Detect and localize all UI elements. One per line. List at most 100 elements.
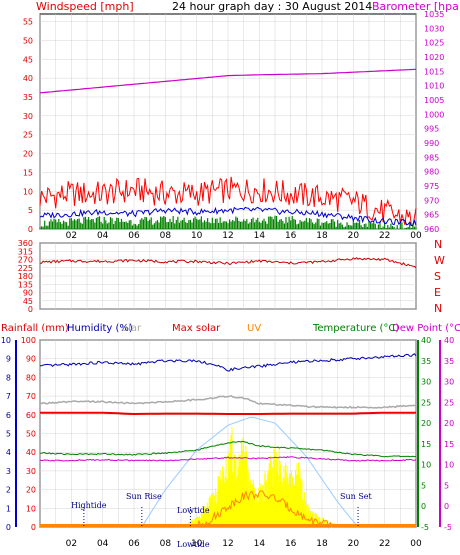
dew-point-line <box>39 456 417 462</box>
wind-average-line <box>39 206 417 226</box>
x-tick-label: 18 <box>316 539 328 549</box>
barometer-tick-label: 985 <box>424 153 439 162</box>
barometer-tick-label: 1015 <box>424 67 444 76</box>
direction-tick-label: 135 <box>18 280 33 289</box>
rainfall-tick-label: 3 <box>6 467 11 476</box>
wind-tick-label: 55 <box>23 18 33 27</box>
x-tick-label: 08 <box>160 539 172 549</box>
dew-point-tick-label: -5 <box>444 523 452 532</box>
dew-point-tick-label: 25 <box>444 398 454 407</box>
barometer-tick-label: 980 <box>424 168 439 177</box>
humidity-tick-label: 90 <box>26 355 36 364</box>
dew-point-tick-label: 40 <box>444 336 454 345</box>
rainfall-axis-title: Rainfall (mm) <box>1 323 69 334</box>
rainfall-tick-label: 7 <box>6 392 11 401</box>
x-tick-label: 06 <box>128 231 140 241</box>
x-tick-label: 00 <box>410 231 422 241</box>
direction-tick-label: 0 <box>28 305 33 314</box>
barometer-tick-label: 1005 <box>424 96 444 105</box>
x-tick-label: 12 <box>222 539 233 549</box>
rainfall-tick-label: 6 <box>6 411 11 420</box>
barometer-line <box>39 68 417 94</box>
rainfall-tick-label: 5 <box>6 430 11 439</box>
dew-point-tick-label: 5 <box>444 481 449 490</box>
temperature-tick-label: 15 <box>421 440 431 449</box>
compass-label: N <box>434 238 442 251</box>
x-tick-label: 22 <box>379 231 390 241</box>
direction-tick-label: 360 <box>18 239 33 248</box>
temperature-axis-title: Temperature (°C) <box>312 323 399 334</box>
x-tick-label: 14 <box>254 231 266 241</box>
rainfall-tick-label: 8 <box>6 373 11 382</box>
compass-label: S <box>434 270 441 283</box>
solar-legend: olar <box>122 323 142 334</box>
wind-tick-label: 30 <box>23 112 33 121</box>
x-tick-label: 16 <box>285 539 297 549</box>
x-tick-label: 14 <box>254 539 266 549</box>
humidity-tick-label: 20 <box>26 486 36 495</box>
wind-direction-line <box>40 257 417 269</box>
barometer-tick-label: 960 <box>424 225 439 234</box>
rainfall-tick-label: 0 <box>6 523 11 532</box>
barometer-tick-label: 965 <box>424 211 439 220</box>
humidity-tick-label: 0 <box>31 523 36 532</box>
rainfall-tick-label: 2 <box>6 486 11 495</box>
temperature-tick-label: 30 <box>421 378 431 387</box>
wind-tick-label: 35 <box>23 93 33 102</box>
compass-label: E <box>434 286 441 299</box>
rainfall-tick-label: 4 <box>6 448 11 457</box>
lowtide-label-bottom: Lowtide <box>177 540 210 549</box>
lowtide-label: Lowtide <box>177 506 210 515</box>
temperature-tick-label: 10 <box>421 461 431 470</box>
x-tick-label: 22 <box>379 539 390 549</box>
sunrise-label: Sun Rise <box>126 492 162 501</box>
humidity-tick-label: 40 <box>26 448 36 457</box>
wind-tick-label: 0 <box>28 225 33 234</box>
temperature-line <box>39 440 417 458</box>
barometer-tick-label: 1025 <box>424 39 444 48</box>
sunset-label: Sun Set <box>340 492 373 501</box>
x-tick-label: 08 <box>160 231 172 241</box>
x-tick-label: 02 <box>66 539 77 549</box>
wind-tick-label: 10 <box>23 187 33 196</box>
wind-tick-label: 15 <box>23 168 33 177</box>
x-tick-label: 12 <box>222 231 233 241</box>
direction-tick-label: 225 <box>18 264 33 273</box>
barometer-tick-label: 995 <box>424 125 439 134</box>
direction-tick-label: 180 <box>18 272 33 281</box>
temperature-tick-label: 40 <box>421 336 431 345</box>
max-solar-legend: Max solar <box>172 323 221 334</box>
humidity-tick-label: 50 <box>26 430 36 439</box>
x-tick-label: 02 <box>66 231 77 241</box>
compass-label: N <box>434 302 442 315</box>
humidity-axis-title: Humidity (%) <box>67 323 133 334</box>
humidity-tick-label: 80 <box>26 373 36 382</box>
x-tick-label: 06 <box>128 539 140 549</box>
compass-label: W <box>434 254 445 267</box>
dew-point-tick-label: 0 <box>444 502 449 511</box>
rainfall-tick-label: 10 <box>1 336 11 345</box>
x-tick-label: 20 <box>348 231 360 241</box>
barometer-tick-label: 1000 <box>424 110 444 119</box>
x-tick-label: 04 <box>97 539 109 549</box>
dew-point-tick-label: 20 <box>444 419 454 428</box>
barometer-tick-label: 990 <box>424 139 439 148</box>
temperature-tick-label: 35 <box>421 357 431 366</box>
x-tick-label: 20 <box>348 539 360 549</box>
humidity-tick-label: 60 <box>26 411 36 420</box>
max-solar-curve <box>141 416 359 528</box>
wind-tick-label: 45 <box>23 55 33 64</box>
humidity-tick-label: 70 <box>26 392 36 401</box>
solar-grey-line <box>39 394 417 409</box>
humidity-tick-label: 100 <box>21 336 36 345</box>
wind-tick-label: 50 <box>23 36 33 45</box>
x-tick-label: 16 <box>285 231 297 241</box>
direction-tick-label: 270 <box>18 256 33 265</box>
direction-tick-label: 315 <box>18 247 33 256</box>
dew-point-tick-label: 15 <box>444 440 454 449</box>
barometer-tick-label: 1035 <box>424 10 444 19</box>
wind-tick-label: 20 <box>23 150 33 159</box>
temperature-tick-label: -5 <box>421 523 429 532</box>
wind-tick-label: 5 <box>28 206 33 215</box>
